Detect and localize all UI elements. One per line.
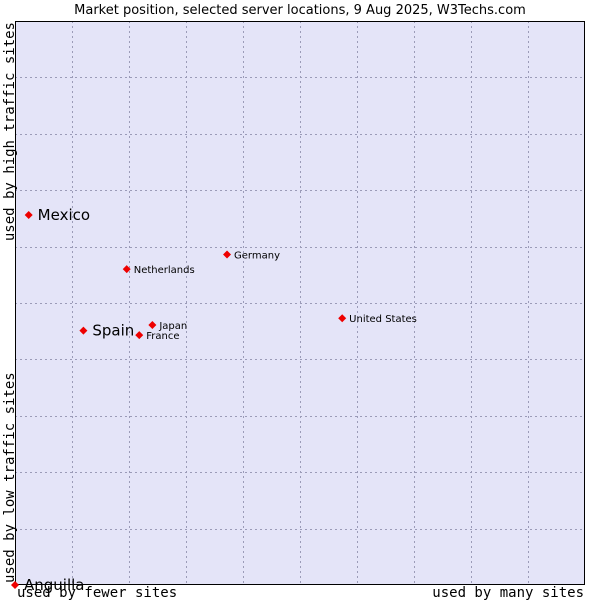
point-label-anguilla: Anguilla [24, 576, 85, 594]
point-marker-mexico [24, 211, 33, 220]
point-netherlands: Netherlands [122, 265, 195, 276]
point-label-mexico: Mexico [38, 206, 90, 224]
point-spain: Spain [79, 322, 134, 340]
point-marker-germany [223, 250, 232, 259]
x-axis-label-left: used by fewer sites [17, 585, 177, 600]
point-marker-france [135, 331, 144, 340]
point-label-japan: Japan [158, 321, 187, 332]
point-anguilla: Anguilla [11, 576, 85, 594]
point-japan: Japan [148, 320, 187, 332]
point-marker-united-states [338, 314, 347, 323]
point-marker-netherlands [122, 265, 131, 274]
point-mexico: Mexico [24, 206, 90, 224]
point-marker-japan [148, 320, 157, 329]
point-marker-anguilla [11, 581, 19, 589]
point-label-netherlands: Netherlands [134, 265, 195, 276]
point-label-france: France [146, 331, 179, 342]
grid [15, 21, 585, 585]
point-label-germany: Germany [234, 250, 280, 261]
plot-frame [15, 21, 585, 585]
point-label-spain: Spain [92, 322, 134, 340]
chart-title: Market position, selected server locatio… [74, 3, 526, 18]
point-label-united-states: United States [349, 314, 417, 325]
point-marker-spain [79, 326, 88, 335]
data-points: Mexico Netherlands Germany United States Jap… [11, 206, 417, 594]
point-france: France [135, 331, 180, 342]
point-united-states: United States [338, 314, 417, 325]
x-axis-label-right: used by many sites [432, 585, 584, 600]
y-axis-label-bottom: used by low traffic sites [2, 372, 18, 583]
y-axis-label-top: used by high traffic sites [2, 22, 18, 241]
point-germany: Germany [223, 250, 280, 261]
